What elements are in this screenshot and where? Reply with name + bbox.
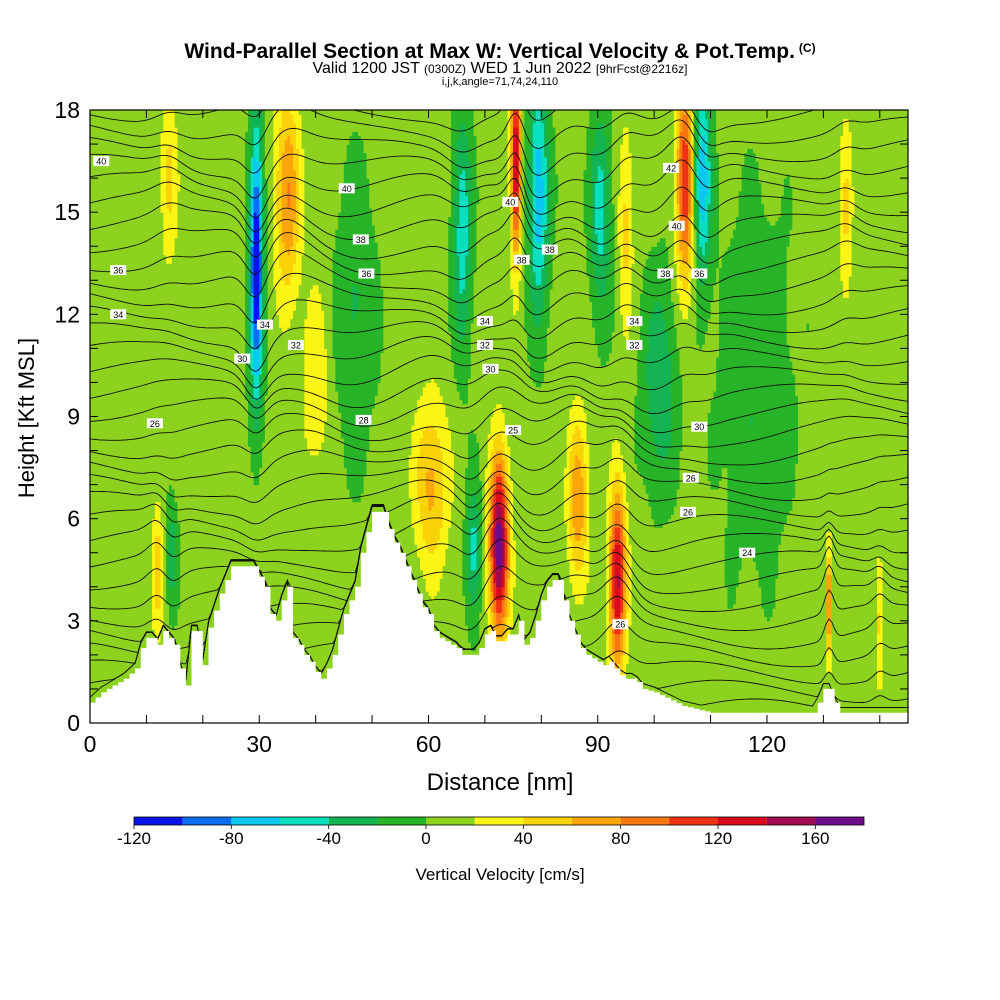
cross-section-chart: 4036342630343240383628343230403838253432… [0, 0, 1000, 1000]
